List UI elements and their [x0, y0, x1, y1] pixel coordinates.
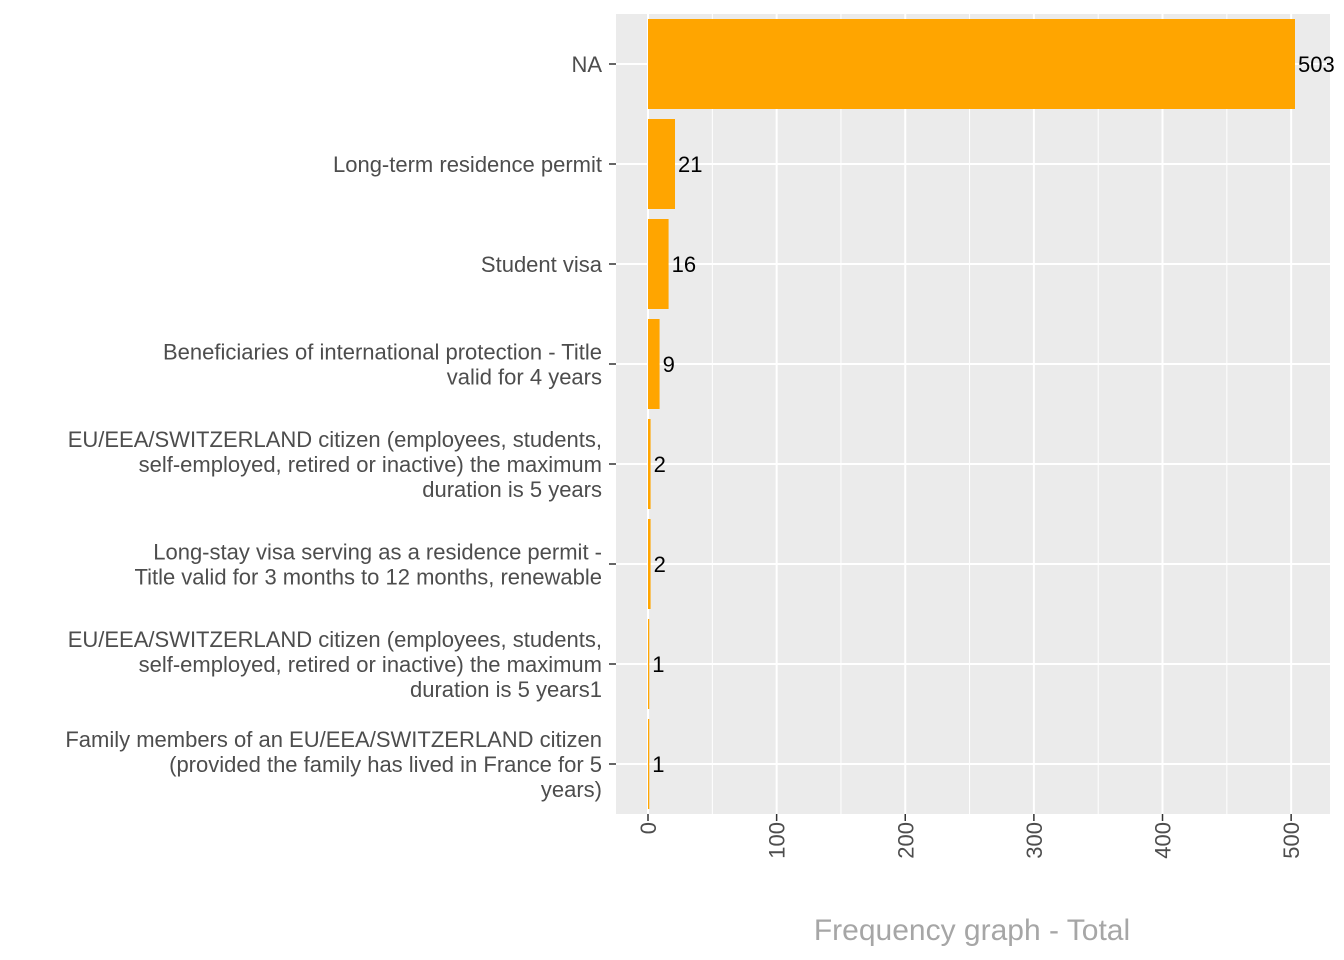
- x-axis-title: Frequency graph - Total: [814, 914, 1130, 947]
- category-label-line: Title valid for 3 months to 12 months, r…: [134, 565, 602, 590]
- bar: [648, 619, 650, 709]
- y-axis: NA Long-term residence permit Student visa…: [65, 52, 616, 802]
- data-label: 2: [654, 552, 666, 577]
- bar: [648, 719, 650, 809]
- x-tick-label: 300: [1022, 822, 1047, 859]
- category-label-line: Long-term residence permit: [333, 152, 602, 177]
- bar: [648, 419, 651, 509]
- data-label: 1: [652, 752, 664, 777]
- x-tick-label: 200: [893, 822, 918, 859]
- data-label: 16: [672, 252, 696, 277]
- bar: [648, 119, 676, 209]
- bar: [648, 219, 669, 309]
- x-tick-label: 500: [1279, 822, 1304, 859]
- category-label-line: Family members of an EU/EEA/SWITZERLAND …: [65, 727, 602, 752]
- category-label-line: EU/EEA/SWITZERLAND citizen (employees, s…: [68, 627, 602, 652]
- category-label-line: Long-stay visa serving as a residence pe…: [153, 540, 602, 565]
- bar: [648, 19, 1295, 109]
- category-label-line: (provided the family has lived in France…: [169, 752, 602, 777]
- x-axis: 0 100 200 300 400 500: [636, 814, 1304, 859]
- x-tick-label: 400: [1151, 822, 1176, 859]
- category-label-line: NA: [571, 52, 602, 77]
- category-label: NA: [571, 52, 602, 77]
- category-label: Beneficiaries of international protectio…: [163, 340, 602, 390]
- data-label: 9: [663, 352, 675, 377]
- x-tick-label: 100: [765, 822, 790, 859]
- category-label: Family members of an EU/EEA/SWITZERLAND …: [65, 727, 602, 802]
- category-label-line: Student visa: [481, 252, 603, 277]
- grid-minor: [711, 14, 1228, 814]
- category-label-line: Beneficiaries of international protectio…: [163, 340, 602, 365]
- category-label: EU/EEA/SWITZERLAND citizen (employees, s…: [68, 627, 602, 702]
- data-label: 21: [678, 152, 702, 177]
- category-label: Long-stay visa serving as a residence pe…: [134, 540, 602, 590]
- bars: [648, 19, 1295, 809]
- plot-panel: [616, 14, 1330, 814]
- data-label: 503: [1298, 52, 1335, 77]
- category-label: Student visa: [481, 252, 603, 277]
- x-tick-label: 0: [636, 822, 661, 834]
- category-label: Long-term residence permit: [333, 152, 602, 177]
- category-label-line: duration is 5 years1: [410, 677, 602, 702]
- category-label-line: years): [541, 777, 602, 802]
- bar: [648, 519, 651, 609]
- category-label-line: self-employed, retired or inactive) the …: [139, 652, 602, 677]
- category-label-line: EU/EEA/SWITZERLAND citizen (employees, s…: [68, 427, 602, 452]
- category-label: EU/EEA/SWITZERLAND citizen (employees, s…: [68, 427, 602, 502]
- data-label: 2: [654, 452, 666, 477]
- bar: [648, 319, 660, 409]
- category-label-line: self-employed, retired or inactive) the …: [139, 452, 602, 477]
- data-label: 1: [652, 652, 664, 677]
- category-label-line: valid for 4 years: [447, 365, 602, 390]
- category-label-line: duration is 5 years: [422, 477, 602, 502]
